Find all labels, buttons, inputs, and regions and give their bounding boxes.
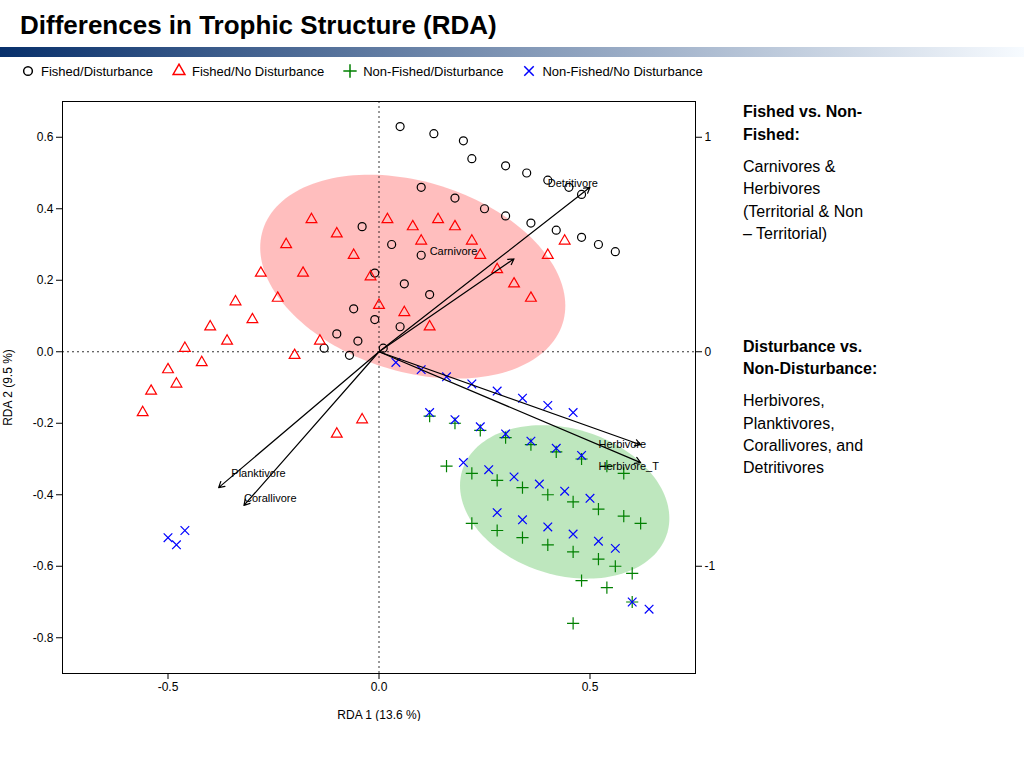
svg-text:Planktivore: Planktivore — [231, 467, 285, 479]
html-text:Fished/Disturbance: Fished/Disturbance — [41, 63, 153, 79]
svg-text:-0.2: -0.2 — [33, 416, 54, 430]
svg-text:0.0: 0.0 — [371, 680, 388, 694]
svg-text:Herbivore: Herbivore — [598, 438, 646, 450]
html-text:Non-Fished/No Disturbance: Non-Fished/No Disturbance — [542, 63, 703, 79]
html-text:Carnivores & Herbivores (Terri: Carnivores & Herbivores (Territorial & N… — [743, 158, 863, 243]
svg-text:-0.8: -0.8 — [33, 631, 54, 645]
svg-text:Carnivore: Carnivore — [430, 245, 478, 257]
svg-text:0.2: 0.2 — [37, 273, 54, 287]
svg-text:RDA 2 (9.5 %): RDA 2 (9.5 %) — [1, 349, 15, 426]
html-text:Differences in Trophic Structu: Differences in Trophic Structure (RDA) — [20, 10, 497, 40]
html-text:Disturbance vs. Non-Disturbanc: Disturbance vs. Non-Disturbance: — [743, 337, 878, 377]
svg-text:-0.5: -0.5 — [158, 680, 179, 694]
svg-text:RDA 1 (13.6 %): RDA 1 (13.6 %) — [337, 708, 420, 722]
svg-text:0: 0 — [705, 345, 712, 359]
svg-text:Corallivore: Corallivore — [244, 492, 297, 504]
html-text:Fished/No Disturbance: Fished/No Disturbance — [192, 63, 325, 79]
svg-text:0.5: 0.5 — [582, 680, 599, 694]
svg-text:1: 1 — [705, 130, 712, 144]
svg-text:-0.6: -0.6 — [33, 559, 54, 573]
svg-text:-0.4: -0.4 — [33, 488, 54, 502]
svg-text:Herbivore_T: Herbivore_T — [598, 460, 659, 472]
html-text:Fished vs. Non- Fished:: Fished vs. Non- Fished: — [743, 103, 863, 143]
svg-text:0.4: 0.4 — [37, 202, 54, 216]
html-text:Herbivores, Planktivores, Cora: Herbivores, Planktivores, Corallivores, … — [743, 392, 864, 477]
svg-text:0.0: 0.0 — [37, 345, 54, 359]
html-text:Non-Fished/Disturbance: Non-Fished/Disturbance — [363, 63, 504, 79]
svg-text:-1: -1 — [705, 559, 716, 573]
svg-text:Detritivore: Detritivore — [548, 177, 598, 189]
svg-text:0.6: 0.6 — [37, 130, 54, 144]
